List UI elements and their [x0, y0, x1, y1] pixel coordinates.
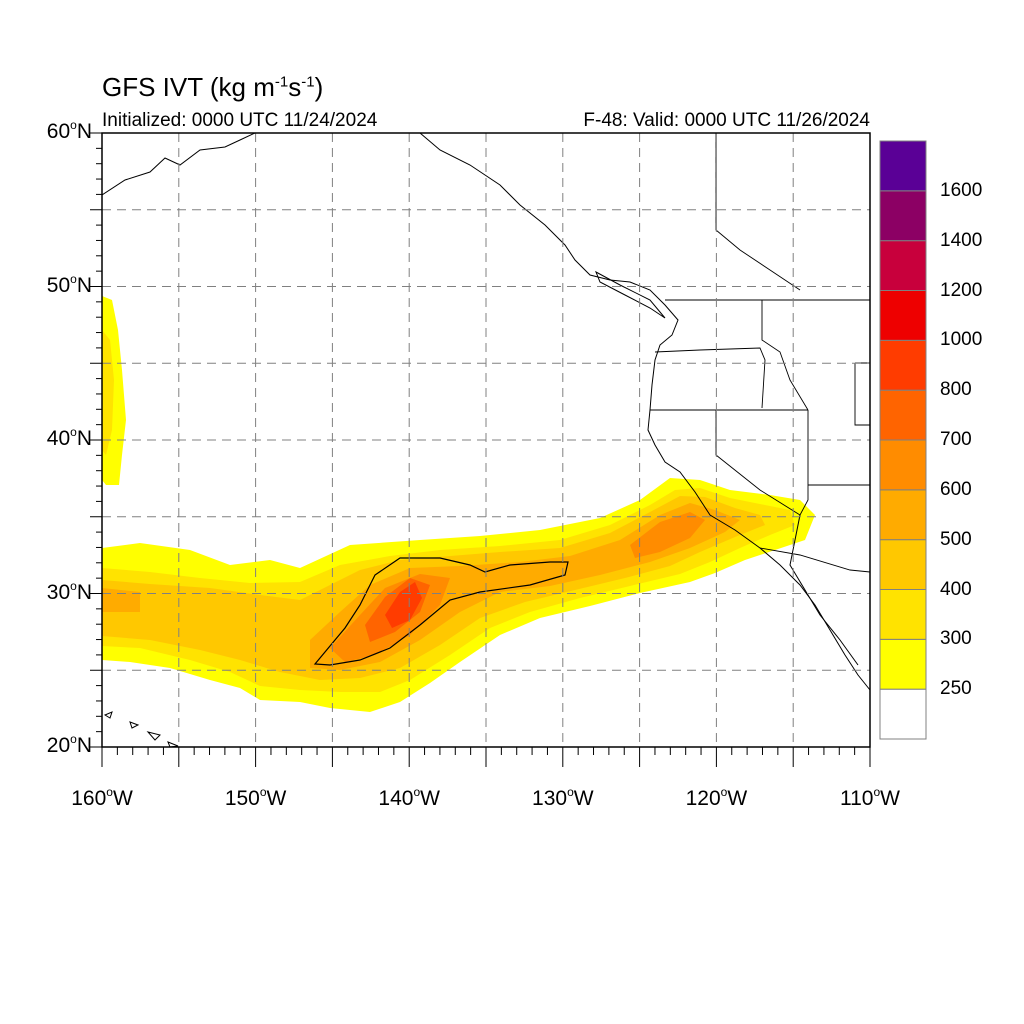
lon-label: 160oW — [71, 785, 133, 810]
lon-label: 150oW — [224, 785, 287, 810]
colorbar-box — [879, 539, 927, 591]
lon-label: 140oW — [378, 785, 440, 810]
colorbar-box — [879, 190, 927, 242]
colorbar-label: 250 — [940, 678, 972, 700]
lat-label: 30oN — [46, 578, 92, 604]
colorbar-label: 1000 — [940, 329, 983, 351]
colorbar-label: 800 — [940, 379, 972, 401]
colorbar-label: 1400 — [940, 229, 983, 251]
colorbar-box-below — [879, 688, 927, 740]
ivt-shading — [102, 296, 815, 712]
colorbar-box — [879, 240, 927, 292]
colorbar-box — [879, 589, 927, 640]
colorbar-box — [879, 290, 927, 341]
valid-time-label: F-48: Valid: 0000 UTC 11/26/2024 — [583, 110, 870, 131]
lat-label: 60oN — [46, 118, 92, 143]
lon-label: 120oW — [685, 785, 748, 810]
lat-label: 50oN — [46, 271, 92, 297]
ivt-level-800 — [385, 582, 422, 628]
baja-coast — [789, 514, 859, 666]
coastlines — [102, 133, 870, 747]
idaho-border — [761, 300, 809, 411]
colorbar-box — [879, 140, 927, 192]
colorbar — [879, 140, 927, 740]
lon-label: 110oW — [840, 785, 900, 810]
colorbar-box — [879, 489, 927, 541]
colorbar-box — [879, 439, 927, 491]
hawaii-islands — [103, 711, 179, 747]
init-time-label: Initialized: 0000 UTC 11/24/2024 — [102, 110, 378, 131]
lat-label: 40oN — [46, 425, 92, 450]
colorbar-box — [879, 389, 927, 441]
colorbar-label: 300 — [940, 628, 972, 650]
lon-label: 130oW — [532, 785, 594, 810]
us-mexico-border — [759, 547, 870, 573]
vancouver-island — [595, 270, 666, 319]
ivt-band-west-core — [102, 330, 114, 455]
lat-label: 20oN — [46, 732, 92, 757]
colorbar-label: 700 — [940, 429, 972, 450]
colorbar-label: 400 — [940, 578, 972, 600]
axis-ticks — [90, 132, 871, 767]
colorbar-label: 600 — [940, 478, 972, 500]
gridlines — [102, 133, 870, 747]
colorbar-box — [879, 339, 927, 391]
colorbar-label: 1600 — [940, 179, 983, 201]
colorbar-label: 1200 — [940, 279, 983, 301]
washington-oregon-border — [654, 347, 766, 409]
political-borders — [650, 133, 870, 573]
plot-title: GFS IVT (kg m-1s-1) — [102, 72, 324, 102]
colorbar-label: 500 — [940, 528, 972, 550]
colorbar-box — [879, 638, 927, 690]
alaska-coast — [102, 133, 256, 196]
alaska-panhandle-coast — [419, 133, 870, 691]
ivt-contour-line — [313, 557, 569, 666]
